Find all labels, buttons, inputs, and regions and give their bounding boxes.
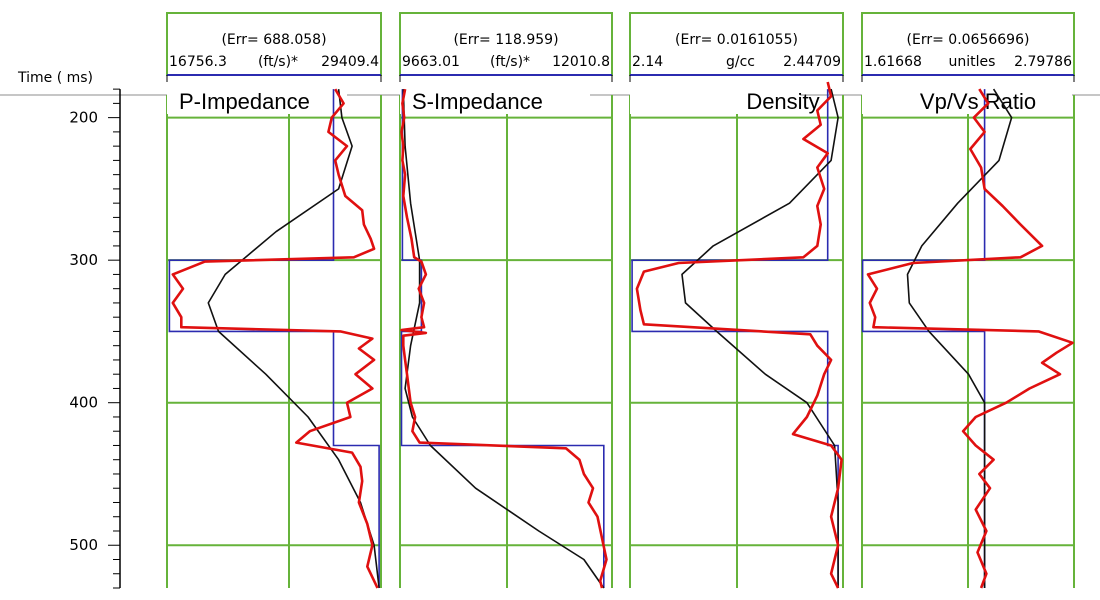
time-tick-label: 400	[69, 394, 98, 412]
track-4-initial-curve	[906, 88, 1013, 588]
track-1-title-background	[167, 86, 347, 114]
track-4-title: Vp/Vs Ratio	[920, 89, 1036, 114]
track-2-inverted-curve	[400, 88, 608, 589]
track-2-unit-label: (ft/s)*	[490, 54, 530, 70]
track-1-error-label: (Err= 688.058)	[221, 32, 326, 48]
track-3-range-min: 2.14	[632, 54, 663, 70]
track-4-range-min: 1.61668	[864, 54, 922, 70]
time-axis-title: Time ( ms)	[17, 70, 93, 86]
track-3-inverted-curve	[635, 81, 843, 589]
time-tick-label: 200	[69, 109, 98, 127]
track-4-inverted-curve	[866, 88, 1074, 589]
track-2-range-max: 12010.8	[552, 54, 610, 70]
track-1-unit-label: (ft/s)*	[258, 54, 298, 70]
track-4-unit-label: unitles	[949, 54, 996, 70]
track-4-error-label: (Err= 0.0656696)	[907, 32, 1030, 48]
track-3-title-background	[630, 86, 800, 114]
track-4-model-curve	[861, 89, 986, 588]
track-3-model-curve	[631, 89, 839, 588]
track-1-range-max: 29409.4	[321, 54, 379, 70]
track-3-range-max: 2.44709	[783, 54, 841, 70]
track-1-model-curve	[168, 89, 380, 588]
track-1-range-min: 16756.3	[169, 54, 227, 70]
track-2-error-label: (Err= 118.959)	[453, 32, 558, 48]
track-4-range-max: 2.79786	[1014, 54, 1072, 70]
track-3-title: Density	[746, 89, 819, 114]
track-2-initial-curve	[402, 89, 605, 589]
track-2-model-curve	[400, 89, 605, 588]
track-2-title-background	[400, 86, 590, 114]
track-1-inverted-curve	[171, 88, 379, 589]
track-3-unit-label: g/cc	[726, 54, 755, 70]
track-1-initial-curve	[207, 89, 380, 589]
track-3-error-label: (Err= 0.0161055)	[675, 32, 798, 48]
time-tick-label: 300	[69, 251, 98, 269]
track-4-title-background	[862, 86, 1072, 114]
track-2-title: S-Impedance	[412, 89, 543, 114]
track-2-range-min: 9663.01	[402, 54, 460, 70]
track-1-title: P-Impedance	[179, 89, 310, 114]
time-tick-label: 500	[69, 536, 98, 554]
track-3-initial-curve	[681, 88, 839, 588]
